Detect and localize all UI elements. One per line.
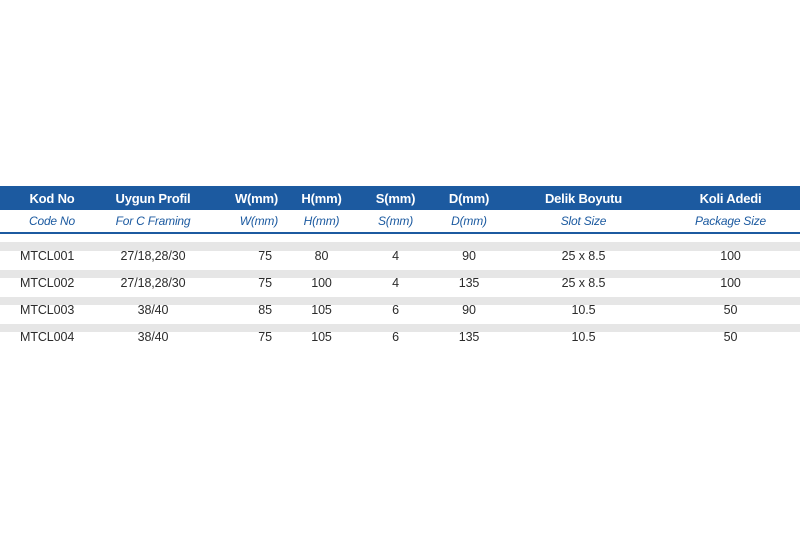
table-row: MTCL004 38/40 75 105 6 135 10.5 50: [0, 324, 800, 351]
cell-depth: 135: [458, 330, 480, 344]
header-s-mm: S(mm): [375, 190, 416, 206]
cell-slot-size: 10.5: [571, 330, 596, 344]
subheader-h-mm: H(mm): [303, 214, 340, 228]
cell-width: 75: [258, 249, 272, 263]
cell-profile: 38/40: [137, 330, 169, 344]
cell-height: 100: [311, 276, 332, 290]
cell-code: MTCL001: [20, 249, 75, 263]
cell-package-size: 100: [720, 276, 741, 290]
cell-profile: 38/40: [137, 303, 169, 317]
header-koli-adedi: Koli Adedi: [699, 190, 762, 206]
cell-height: 105: [311, 330, 332, 344]
cell-slot-size: 25 x 8.5: [561, 249, 606, 263]
cell-package-size: 100: [720, 249, 741, 263]
subheader-package-size: Package Size: [695, 214, 766, 228]
table-row: MTCL002 27/18,28/30 75 100 4 135 25 x 8.…: [0, 270, 800, 297]
product-spec-table: Kod No Uygun Profil W(mm) H(mm) S(mm) D(…: [0, 186, 800, 351]
header-uygun-profil: Uygun Profil: [115, 190, 191, 206]
header-delik-boyutu: Delik Boyutu: [544, 190, 623, 206]
cell-depth: 135: [458, 276, 480, 290]
header-w-mm: W(mm): [234, 190, 278, 206]
header-d-mm: D(mm): [448, 190, 490, 206]
cell-profile: 27/18,28/30: [120, 249, 186, 263]
subheader-s-mm: S(mm): [378, 214, 413, 228]
cell-thickness: 4: [392, 276, 399, 290]
cell-depth: 90: [462, 249, 476, 263]
table-spacer: [0, 234, 800, 243]
cell-profile: 27/18,28/30: [120, 276, 186, 290]
cell-depth: 90: [462, 303, 476, 317]
table-subheader-row: Code No For C Framing W(mm) H(mm) S(mm) …: [0, 210, 800, 234]
table-row: MTCL003 38/40 85 105 6 90 10.5 50: [0, 297, 800, 324]
cell-code: MTCL002: [20, 276, 75, 290]
cell-width: 75: [258, 276, 272, 290]
cell-thickness: 6: [392, 330, 399, 344]
table-header-row: Kod No Uygun Profil W(mm) H(mm) S(mm) D(…: [0, 186, 800, 210]
cell-slot-size: 25 x 8.5: [561, 276, 606, 290]
cell-width: 75: [258, 330, 272, 344]
subheader-w-mm: W(mm): [239, 214, 279, 228]
cell-slot-size: 10.5: [571, 303, 596, 317]
cell-code: MTCL003: [20, 303, 75, 317]
header-kod-no: Kod No: [29, 190, 75, 206]
header-h-mm: H(mm): [301, 190, 342, 206]
cell-height: 105: [311, 303, 332, 317]
cell-height: 80: [314, 249, 329, 263]
subheader-d-mm: D(mm): [451, 214, 487, 228]
cell-width: 85: [258, 303, 272, 317]
subheader-slot-size: Slot Size: [560, 214, 607, 228]
table-row: MTCL001 27/18,28/30 75 80 4 90 25 x 8.5 …: [0, 243, 800, 270]
subheader-code-no: Code No: [29, 214, 75, 228]
subheader-for-c-framing: For C Framing: [115, 214, 191, 228]
cell-thickness: 6: [392, 303, 399, 317]
cell-code: MTCL004: [20, 330, 75, 344]
cell-package-size: 50: [723, 330, 738, 344]
cell-package-size: 50: [723, 303, 738, 317]
cell-thickness: 4: [392, 249, 399, 263]
